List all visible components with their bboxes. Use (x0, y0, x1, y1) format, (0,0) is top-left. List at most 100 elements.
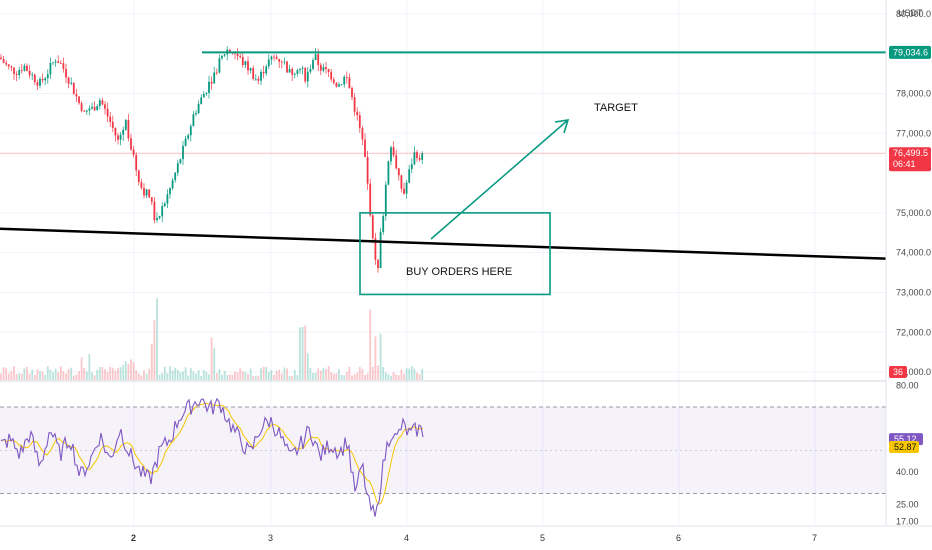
time-axis[interactable]: 2 3 4 5 6 7 (0, 525, 932, 543)
candle-body (322, 67, 325, 71)
volume-bar (218, 369, 221, 380)
bar-countdown-label: 06:41 (893, 159, 916, 169)
candle-body (197, 104, 200, 113)
volume-bar (39, 371, 41, 380)
candle-body (358, 115, 361, 129)
volume-bar (176, 369, 179, 380)
candle-body (54, 61, 57, 63)
volume-bar (286, 368, 288, 380)
volume-bar (109, 366, 112, 380)
candle-body (122, 129, 125, 135)
volume-bar (270, 370, 273, 380)
volume-bar (228, 374, 231, 380)
candle-body (249, 68, 252, 71)
volume-bar (150, 343, 153, 380)
target-arrow[interactable] (430, 119, 570, 240)
volume-bar (124, 361, 127, 380)
volume-bar (418, 374, 421, 380)
candle-body (143, 187, 145, 196)
candle-body (319, 64, 322, 71)
volume-bar (192, 371, 195, 380)
volume-bar (280, 373, 283, 380)
candle-body (130, 138, 132, 150)
volume-bar (247, 373, 249, 380)
candle-body (182, 145, 184, 160)
candle-body (132, 149, 135, 155)
rsi-ma-badge-label: 52.87 (894, 442, 917, 452)
candle-body (353, 97, 356, 112)
volume-bar (202, 369, 205, 380)
volume-bar (41, 371, 44, 380)
volume-bar (197, 370, 200, 380)
candle-body (200, 97, 203, 105)
candle-body (348, 77, 351, 88)
target-price-badge (889, 45, 931, 59)
volume-bar (210, 337, 213, 380)
candle-body (239, 56, 242, 57)
candle-body (234, 53, 236, 54)
candle-body (23, 65, 26, 71)
volume-bar (96, 369, 99, 380)
volume-bar (283, 367, 286, 380)
price-axis[interactable]: USDT 80,000.0 78,000.0 77,000.0 75,000.0… (885, 0, 931, 526)
price-tick-label: 73,000.0 (896, 287, 931, 297)
buy-zone-rectangle[interactable] (359, 212, 551, 296)
volume-bar (59, 366, 62, 380)
volume-bar (223, 371, 226, 380)
volume-bar (117, 368, 119, 380)
candle-body (275, 56, 278, 59)
candle-body (83, 110, 86, 112)
volume-bar (148, 368, 151, 380)
candle-body (166, 194, 169, 204)
volume-bar (174, 367, 177, 380)
candle-body (171, 180, 174, 189)
volume-bar (153, 320, 156, 380)
candle-body (67, 77, 70, 84)
candle-body (304, 67, 307, 82)
volume-bar (384, 372, 387, 380)
volume-bar (93, 375, 96, 380)
candle-body (140, 182, 143, 188)
candle-body (317, 54, 320, 65)
volume-bar (23, 368, 26, 380)
candle-body (291, 69, 294, 75)
volume-bar (306, 353, 309, 380)
candle-body (156, 218, 158, 221)
price-tick-label: 80,000.0 (896, 9, 931, 19)
rsi-axis[interactable]: 80.00 40.00 25.00 17.00 55.12 52.87 (889, 380, 923, 527)
candle-body (361, 128, 364, 140)
candle-body (257, 78, 260, 81)
volume-bar (57, 372, 60, 380)
volume-bar (340, 375, 343, 380)
volume-bar (127, 363, 130, 380)
time-tick-label: 3 (268, 533, 273, 543)
volume-bar (301, 327, 304, 380)
candle-body (150, 197, 153, 202)
candle-body (309, 68, 312, 72)
rsi-tick-label: 17.00 (896, 517, 919, 527)
volume-bar (335, 373, 338, 380)
candle-body (314, 54, 317, 61)
candle-body (18, 70, 21, 76)
volume-bar (348, 366, 351, 380)
volume-bar (111, 367, 114, 380)
candle-body (218, 58, 221, 73)
candle-body (221, 55, 223, 59)
volume-bar (132, 362, 135, 380)
volume-bar (67, 369, 70, 380)
candle-body (202, 94, 205, 98)
candle-body (41, 78, 44, 81)
volume-bar (70, 367, 73, 380)
volume-bar (353, 374, 356, 380)
volume-bar (416, 372, 418, 380)
volume-bar (361, 368, 364, 380)
candle-body (36, 82, 39, 86)
volume-bar (293, 369, 296, 380)
volume-bar (351, 375, 353, 380)
candle-body (335, 82, 338, 87)
volume-bar (413, 368, 416, 380)
support-trend-line[interactable] (0, 227, 887, 260)
candle-body (117, 135, 119, 140)
candle-body (33, 74, 36, 83)
